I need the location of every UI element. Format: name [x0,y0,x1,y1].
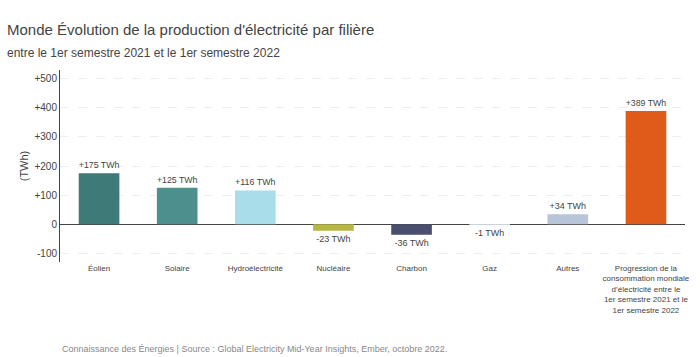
svg-text:0: 0 [51,219,57,230]
svg-text:Gaz: Gaz [482,264,497,273]
svg-text:+389 TWh: +389 TWh [626,98,667,108]
svg-text:Solaire: Solaire [165,264,190,273]
svg-text:+500: +500 [34,73,57,84]
svg-text:entre le 1er semestre 2021 et: entre le 1er semestre 2021 et le 1er sem… [7,46,280,60]
svg-text:+200: +200 [34,161,57,172]
svg-text:Autres: Autres [556,264,579,273]
svg-text:Hydroélectricité: Hydroélectricité [228,264,284,273]
svg-text:-23 TWh: -23 TWh [316,234,350,244]
svg-text:Éolien: Éolien [88,264,110,273]
svg-text:Charbon: Charbon [396,264,427,273]
svg-text:Nucléaire: Nucléaire [317,264,351,273]
svg-text:-1 TWh: -1 TWh [475,228,504,238]
svg-text:+400: +400 [34,102,57,113]
svg-text:-100: -100 [37,248,57,259]
svg-text:-36 TWh: -36 TWh [394,238,428,248]
svg-text:Progression de laconsommation: Progression de laconsommation mondialed’… [603,264,690,315]
svg-text:+34 TWh: +34 TWh [550,201,587,211]
svg-text:+300: +300 [34,131,57,142]
svg-text:Connaissance des Énergies | So: Connaissance des Énergies | Source : Glo… [62,344,447,354]
svg-text:(TWh): (TWh) [18,151,30,182]
svg-text:+100: +100 [34,190,57,201]
svg-text:+125 TWh: +125 TWh [157,175,198,185]
svg-text:+175 TWh: +175 TWh [79,160,120,170]
svg-text:+116 TWh: +116 TWh [235,177,276,187]
svg-text:Monde Évolution de la producti: Monde Évolution de la production d'élect… [7,21,374,38]
